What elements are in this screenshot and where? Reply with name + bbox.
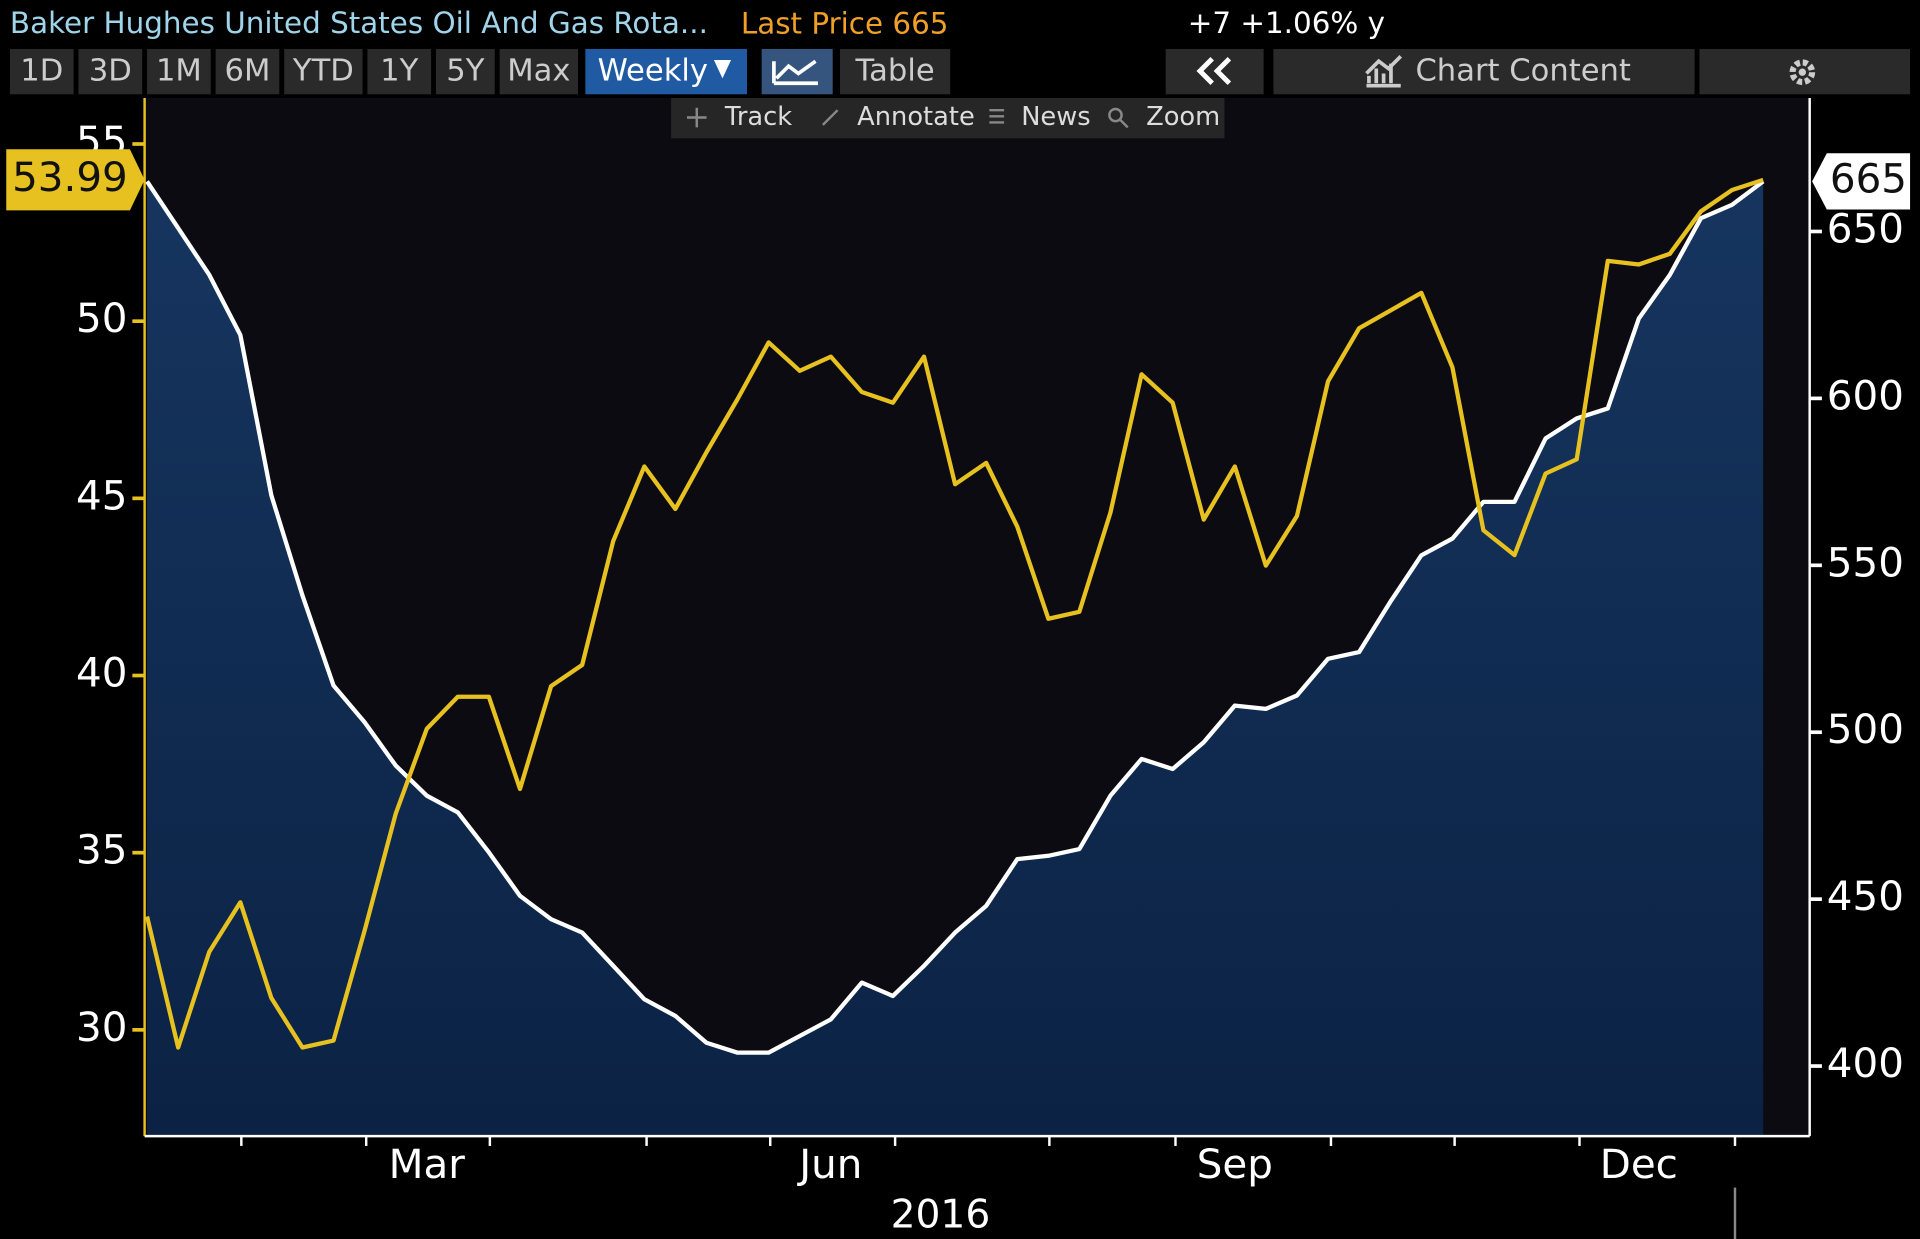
last-value-tag bbox=[1812, 153, 1911, 210]
dropdown-arrow bbox=[713, 59, 732, 79]
y2-tick-label: 600 bbox=[1827, 371, 1904, 419]
tool-button[interactable] bbox=[977, 100, 1090, 136]
range-label: 6M bbox=[225, 54, 271, 89]
security-title: Baker Hughes United States Oil And Gas R… bbox=[10, 6, 708, 40]
y-tick-label: 40 bbox=[76, 649, 127, 697]
line bbox=[144, 177, 1764, 1050]
line bbox=[145, 179, 1765, 1055]
table-label: Table bbox=[855, 54, 935, 89]
line-chart-icon bbox=[772, 59, 818, 86]
last-price-value: 665 bbox=[892, 6, 948, 40]
range-button[interactable] bbox=[78, 48, 143, 95]
price-change: +7 +1.06% y bbox=[1188, 6, 1385, 40]
y2-tick-label: 650 bbox=[1827, 204, 1904, 252]
range-label: Max bbox=[507, 54, 570, 89]
tool-icon bbox=[822, 109, 839, 126]
chart-content-label: Chart Content bbox=[1415, 54, 1630, 89]
range-label: 1D bbox=[20, 54, 63, 89]
last-price: Last Price 665 bbox=[741, 6, 949, 40]
tool-icon bbox=[989, 108, 1005, 124]
plot bbox=[144, 177, 1765, 1137]
y-tick-label: 35 bbox=[76, 826, 127, 874]
range-button[interactable] bbox=[215, 48, 280, 95]
tools: Track Annotate News Zoom bbox=[680, 100, 1220, 136]
range-button[interactable] bbox=[284, 48, 363, 95]
range-button[interactable] bbox=[9, 48, 74, 95]
chart-content-button[interactable] bbox=[1273, 48, 1695, 95]
settings-icon-center bbox=[1798, 68, 1806, 76]
tool-label: Zoom bbox=[1146, 102, 1220, 132]
area bbox=[147, 181, 1764, 1137]
y-tick-label: 50 bbox=[76, 294, 127, 342]
tool-icon bbox=[1108, 107, 1129, 129]
frequency-label: Weekly bbox=[598, 54, 708, 89]
range-button[interactable] bbox=[435, 48, 495, 95]
tool-label: Annotate bbox=[857, 102, 975, 132]
y2-tick-label: 450 bbox=[1827, 872, 1904, 920]
range-label: YTD bbox=[292, 54, 354, 89]
y2-tick-label: 550 bbox=[1827, 538, 1904, 586]
x-axis-year: 2016 bbox=[891, 1192, 991, 1237]
last-value-label: 53.99 bbox=[12, 153, 128, 201]
chart-content-icon bbox=[1365, 55, 1403, 88]
tool-icon bbox=[686, 107, 707, 128]
chart-tools: Track Annotate News Zoom bbox=[671, 97, 1225, 139]
x-tick-label: Dec bbox=[1600, 1140, 1678, 1188]
range-label: 5Y bbox=[446, 54, 484, 89]
last-price-label: Last Price bbox=[741, 6, 883, 40]
last-value-tag bbox=[6, 149, 145, 211]
toolbar: Weekly Table Chart Content 1D 3D 1M 6M YTD 1Y… bbox=[9, 48, 1911, 95]
range-button[interactable] bbox=[367, 48, 432, 95]
y-tick-label: 45 bbox=[76, 471, 127, 519]
last-value-label: 665 bbox=[1830, 154, 1907, 202]
tool-label: News bbox=[1021, 102, 1090, 132]
collapse-icon bbox=[1196, 57, 1232, 85]
tool-label: Track bbox=[724, 102, 792, 132]
y2-tick-label: 400 bbox=[1827, 1039, 1904, 1087]
range-label: 1M bbox=[156, 54, 202, 89]
range-button[interactable] bbox=[499, 48, 579, 95]
y2-tick-label: 500 bbox=[1827, 705, 1904, 753]
y-tick-label: 30 bbox=[76, 1003, 127, 1051]
table-button[interactable] bbox=[840, 48, 951, 95]
range-label: 3D bbox=[89, 54, 132, 89]
x-tick-label: Sep bbox=[1197, 1140, 1273, 1188]
x-tick-label: Jun bbox=[796, 1140, 862, 1188]
range-label: 1Y bbox=[380, 54, 418, 89]
tool-button[interactable] bbox=[813, 100, 965, 136]
x-tick-label: Mar bbox=[389, 1140, 466, 1188]
range-button[interactable] bbox=[147, 48, 211, 95]
settings-icon bbox=[1789, 59, 1816, 86]
